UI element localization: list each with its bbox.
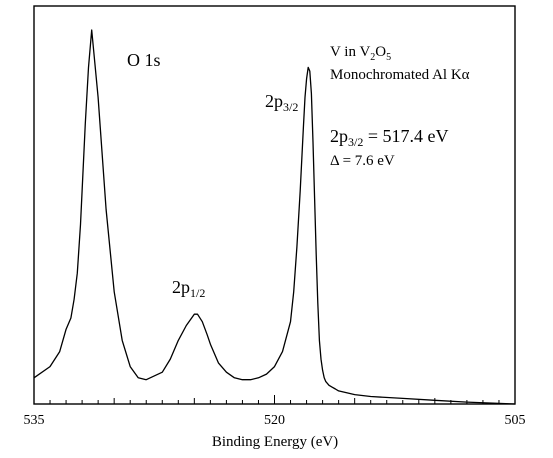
peak-label-2p32-sub: 3/2 [283,100,298,114]
annotation-peak-energy-rest: = 517.4 eV [363,126,448,146]
annotation-sample-main: V in V [330,44,370,60]
annotation-peak-energy-sub: 3/2 [348,135,363,149]
x-tick-label-520: 520 [264,413,285,428]
peak-label-2p12-main: 2p [172,277,190,297]
annotation-sample-sub2: 5 [386,52,391,63]
x-axis-label: Binding Energy (eV) [212,434,338,450]
annotation-sample-sub1: 2 [370,52,375,63]
peak-label-2p12: 2p1/2 [172,277,205,300]
x-axis-ticks [33,395,516,404]
annotation-splitting: Δ = 7.6 eV [330,153,395,169]
annotation-peak-energy: 2p3/2 = 517.4 eV [330,126,448,149]
annotation-sample-mid: O [375,44,386,60]
peak-label-o1s: O 1s [127,50,161,70]
annotation-peak-energy-main: 2p [330,126,348,146]
peak-label-2p32: 2p3/2 [265,91,298,114]
x-tick-label-535: 535 [24,413,45,428]
peak-label-2p32-main: 2p [265,91,283,111]
spectrum-line [33,29,516,405]
peak-label-2p12-sub: 1/2 [190,286,205,300]
annotation-sample: V in V2O5 [330,44,391,63]
annotation-source: Monochromated Al Kα [330,67,470,83]
x-tick-label-505: 505 [505,413,526,428]
x-axis-tick-labels: 535 520 505 [24,413,526,428]
